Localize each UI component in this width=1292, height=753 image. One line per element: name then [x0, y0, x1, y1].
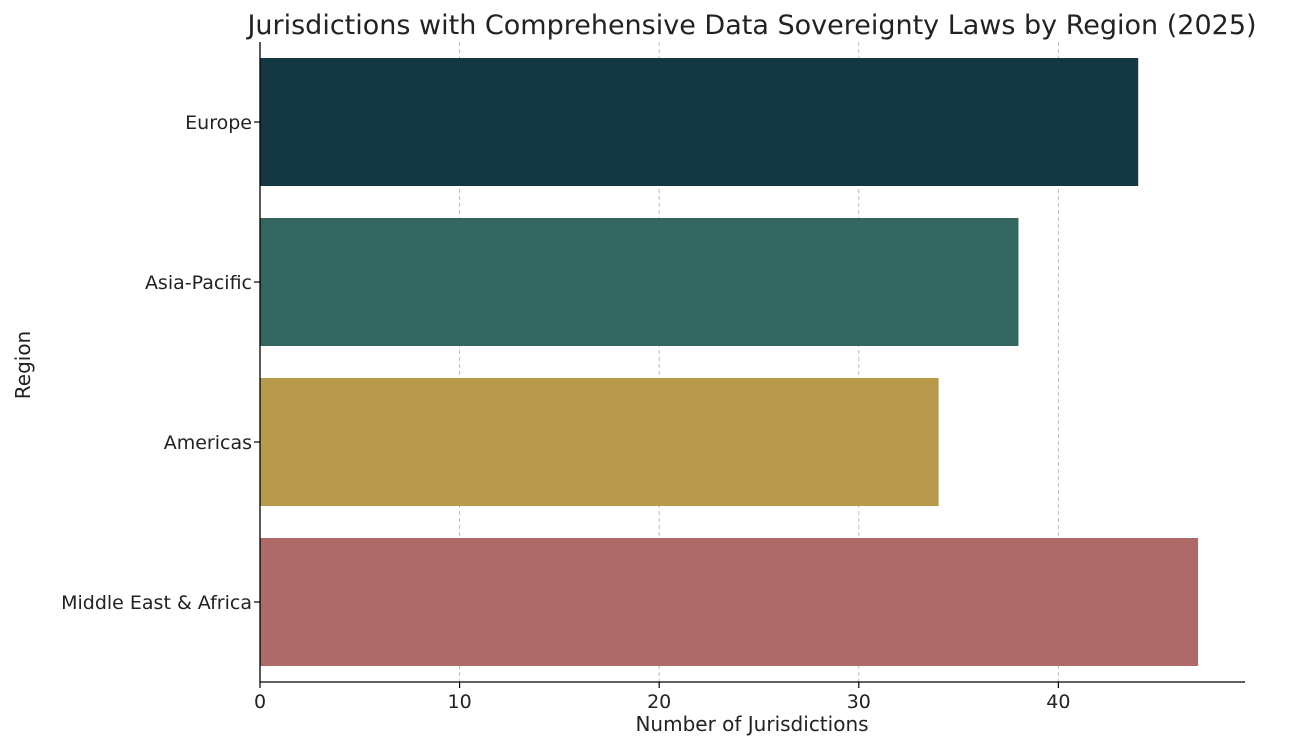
x-axis-label: Number of Jurisdictions — [635, 712, 868, 736]
bar-americas — [260, 378, 939, 506]
y-tick-label: Europe — [185, 112, 252, 134]
bars — [260, 58, 1199, 666]
x-tick-label: 20 — [647, 691, 671, 713]
y-tick-label: Americas — [164, 432, 252, 454]
bar-middle-east-africa — [260, 538, 1199, 666]
x-ticks: 0 10 20 30 40 — [254, 682, 1070, 713]
x-tick-label: 0 — [254, 691, 266, 713]
chart-title: Jurisdictions with Comprehensive Data So… — [245, 10, 1256, 41]
y-ticks: Europe Asia-Pacific Americas Middle East & … — [61, 112, 260, 614]
y-axis-label: Region — [11, 331, 35, 399]
y-tick-label: Asia-Pacific — [145, 272, 252, 294]
x-tick-label: 30 — [847, 691, 871, 713]
x-tick-label: 10 — [448, 691, 472, 713]
axes — [259, 42, 1245, 683]
x-tick-label: 40 — [1046, 691, 1070, 713]
bar-europe — [260, 58, 1139, 186]
y-tick-label: Middle East & Africa — [61, 592, 252, 614]
bar-asia-pacific — [260, 218, 1019, 346]
